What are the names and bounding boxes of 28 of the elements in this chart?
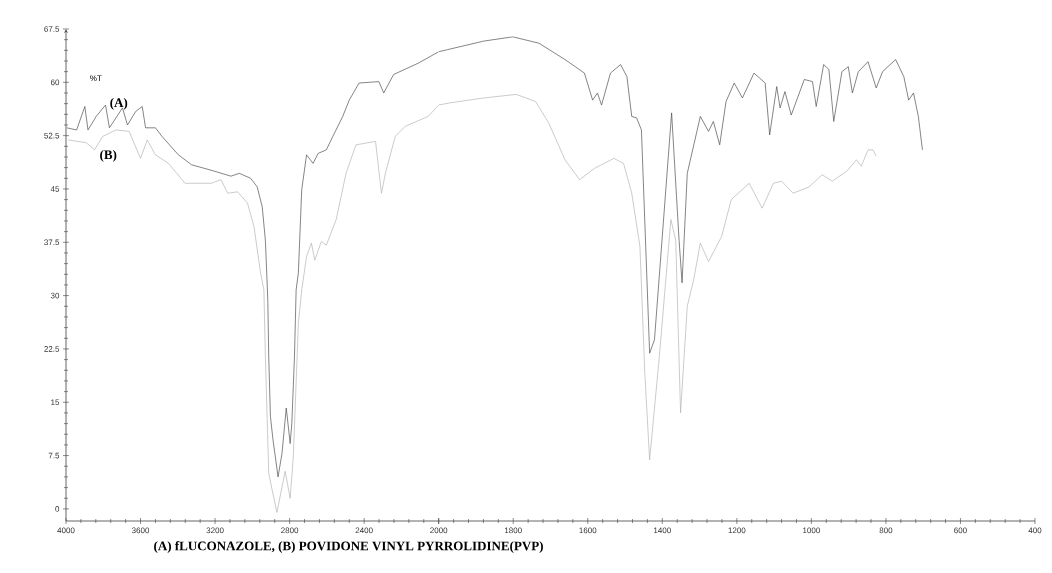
y-tick-label: 52.5 bbox=[44, 132, 60, 139]
x-tick-label: 3200 bbox=[206, 527, 224, 534]
y-tick-label: 67.5 bbox=[44, 26, 60, 32]
y-tick-label: 15 bbox=[51, 399, 60, 406]
x-tick-label: 1800 bbox=[504, 527, 522, 534]
x-tick-label: 600 bbox=[954, 527, 967, 534]
x-tick-label: 2400 bbox=[355, 527, 373, 534]
x-tick-label: 2800 bbox=[281, 527, 299, 534]
series-label: (A) bbox=[110, 97, 128, 110]
x-tick-label: 400 bbox=[1028, 527, 1042, 534]
x-tick-label: 1600 bbox=[579, 527, 597, 534]
y-tick-label: 60 bbox=[50, 79, 60, 86]
y-axis-title: %T bbox=[90, 75, 102, 81]
x-tick-label: 1200 bbox=[728, 527, 746, 534]
x-tick-label: 3600 bbox=[131, 527, 150, 534]
x-tick-label: 2000 bbox=[430, 527, 448, 534]
x-tick-label: 1000 bbox=[803, 527, 820, 534]
y-tick-label: 22.5 bbox=[44, 346, 60, 352]
text: (A) fLUCONAZOLE, (B) POVIDONE VINYL PYRROLIDINE(PVP) bbox=[154, 541, 543, 553]
series-label: (B) bbox=[100, 150, 117, 162]
x-tick-label: 4000 bbox=[57, 527, 75, 534]
y-tick-label: 0 bbox=[55, 506, 60, 512]
y-tick-label: 7.5 bbox=[48, 452, 60, 459]
y-tick-label: 30 bbox=[50, 292, 60, 299]
x-tick-label: 800 bbox=[879, 527, 893, 534]
y-tick-label: 37.5 bbox=[44, 239, 60, 246]
x-tick-label: 1400 bbox=[654, 527, 671, 534]
y-tick-label: 45 bbox=[50, 186, 60, 192]
